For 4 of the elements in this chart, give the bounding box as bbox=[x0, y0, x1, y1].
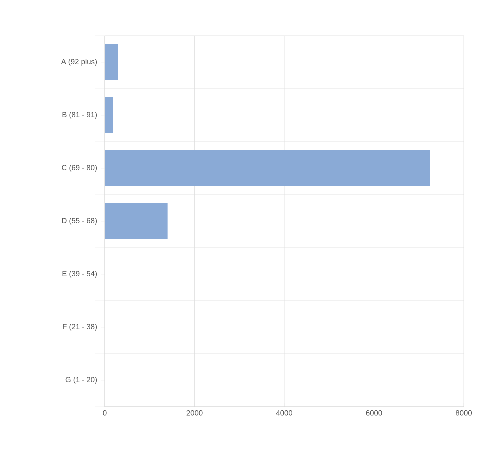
bar bbox=[105, 44, 118, 81]
bar bbox=[105, 150, 430, 187]
bar bbox=[105, 97, 114, 134]
bar bbox=[105, 203, 168, 240]
